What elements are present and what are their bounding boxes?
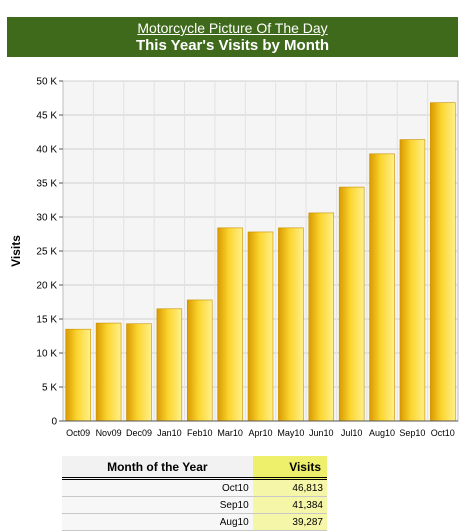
y-tick-label: 25 K xyxy=(36,247,57,258)
bar[interactable] xyxy=(95,322,122,422)
bar[interactable] xyxy=(369,153,395,422)
bar[interactable] xyxy=(430,102,456,422)
bar[interactable] xyxy=(308,212,335,422)
bar[interactable] xyxy=(186,299,213,422)
x-tick-label: Aug10 xyxy=(369,428,395,438)
bar[interactable] xyxy=(217,227,243,422)
x-tick-label: Oct10 xyxy=(431,428,455,438)
x-tick-label: Jan10 xyxy=(157,428,182,438)
bar[interactable] xyxy=(126,323,152,422)
site-link[interactable]: Motorcycle Picture Of The Day xyxy=(137,20,328,36)
month-cell: Aug10 xyxy=(62,513,253,531)
y-tick-label: 15 K xyxy=(36,315,57,326)
x-tick-label: Oct09 xyxy=(66,428,90,438)
visits-cell: 41,384 xyxy=(252,496,327,514)
x-tick-label: May10 xyxy=(277,428,304,438)
y-tick-label: 30 K xyxy=(36,213,57,224)
bar[interactable] xyxy=(338,186,365,422)
visits-column-header: Visits xyxy=(252,456,327,480)
bar[interactable] xyxy=(247,231,274,422)
bar[interactable] xyxy=(156,308,183,422)
month-column-header: Month of the Year xyxy=(62,456,253,480)
y-axis-label: Visits xyxy=(9,235,23,267)
visits-cell: 39,287 xyxy=(252,513,327,531)
title-banner: Motorcycle Picture Of The Day This Year'… xyxy=(7,17,458,57)
table-row: Oct10 46,813 xyxy=(62,478,327,497)
x-tick-label: Sep10 xyxy=(399,428,425,438)
chart-title: This Year's Visits by Month xyxy=(135,37,330,54)
y-tick-label: 35 K xyxy=(36,179,57,190)
x-tick-label: Nov09 xyxy=(96,428,122,438)
bar[interactable] xyxy=(278,227,304,422)
y-tick-label: 45 K xyxy=(36,111,57,122)
month-cell: Sep10 xyxy=(62,496,253,514)
x-tick-label: Feb10 xyxy=(187,428,213,438)
table-row: Sep10 41,384 xyxy=(62,496,327,514)
visits-table: Month of the Year Visits Oct10 46,813 Se… xyxy=(62,456,327,531)
x-tick-label: Jun10 xyxy=(309,428,334,438)
x-tick-label: Dec09 xyxy=(126,428,152,438)
x-tick-label: Jul10 xyxy=(341,428,363,438)
x-tick-label: Apr10 xyxy=(248,428,272,438)
month-cell: Oct10 xyxy=(62,478,253,497)
y-tick-label: 0 xyxy=(51,417,57,428)
bar[interactable] xyxy=(399,139,426,422)
x-tick-label: Mar10 xyxy=(217,428,243,438)
bar-chart: 0 5 K 10 K 15 K 20 K 25 K 30 K 35 K 40 K 45 K 50 K… xyxy=(9,77,459,438)
y-tick-label: 20 K xyxy=(36,281,57,292)
y-tick-label: 40 K xyxy=(36,145,57,156)
visits-cell: 46,813 xyxy=(252,478,327,497)
table-row: Aug10 39,287 xyxy=(62,513,327,531)
bar[interactable] xyxy=(65,328,91,422)
table-header-row: Month of the Year Visits xyxy=(62,456,327,480)
y-tick-label: 5 K xyxy=(42,383,57,394)
y-tick-label: 10 K xyxy=(36,349,57,360)
y-tick-label: 50 K xyxy=(36,77,57,88)
